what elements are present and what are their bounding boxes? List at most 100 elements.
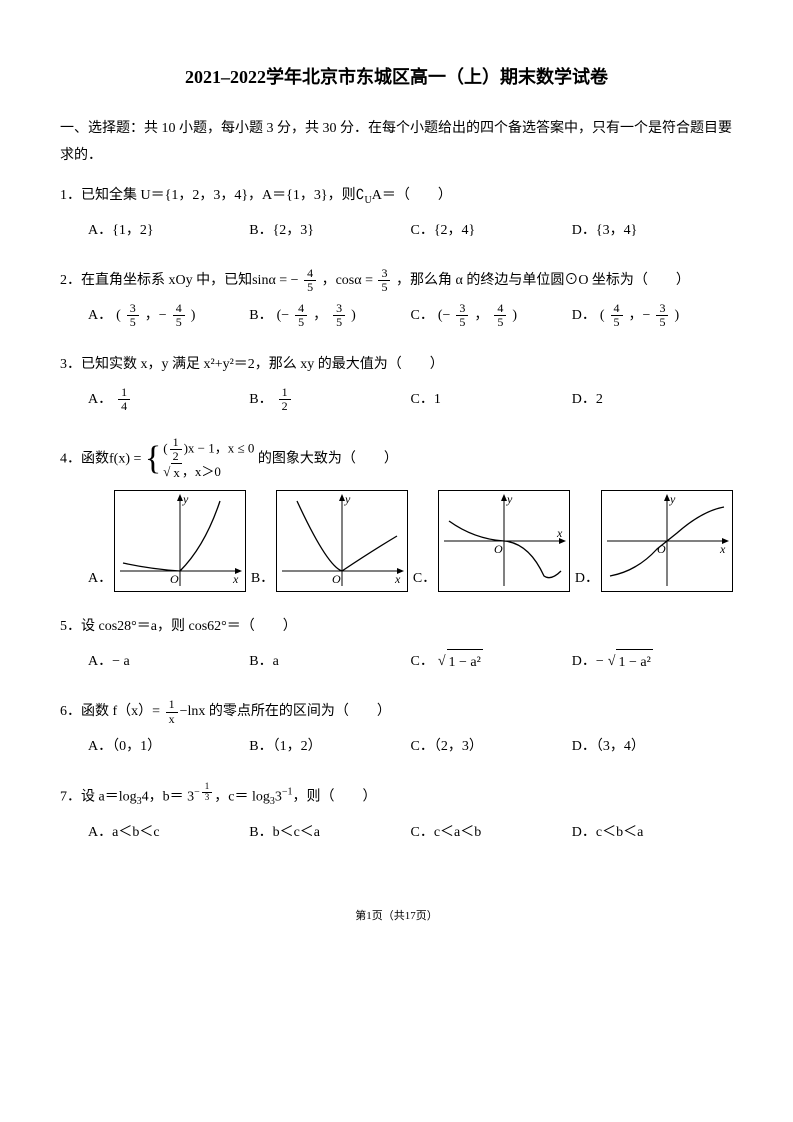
q4-opt-b: B． y x O [251, 490, 408, 592]
chart-b-y: y [344, 492, 351, 506]
q5-opt-a: A．− a [88, 649, 249, 677]
q6d: x [166, 713, 178, 726]
q4-charts: A． y x O B． y x O C． y x O [60, 490, 733, 592]
q7-mid3: 3 [275, 790, 282, 805]
q3-b-label: B． [249, 387, 272, 414]
q7-c-text: C．c＜a＜b [411, 820, 482, 847]
q5-a-text: A．− a [88, 649, 130, 676]
q3bn: 1 [279, 386, 291, 400]
q5-c-pre: C． [411, 649, 434, 676]
q2-a-label: A． [88, 303, 112, 330]
question-3: 3．已知实数 x，y 满足 x²+y²＝2，那么 xy 的最大值为（ ） [60, 352, 733, 379]
chart-a: y x O [114, 490, 246, 592]
chart-c-o: O [494, 542, 503, 556]
q7-opt-d: D．c＜b＜a [572, 820, 733, 847]
chart-a-o: O [170, 572, 179, 586]
q7-exp: −13 [194, 787, 214, 798]
q6-d-text: D．（3，4） [572, 734, 645, 761]
q4c1pre: ( [163, 440, 167, 455]
q3bd: 2 [279, 400, 291, 413]
chart-a-y: y [182, 492, 189, 506]
q7-opt-c: C．c＜a＜b [411, 820, 572, 847]
q1-opt-b: B．{2，3} [249, 218, 410, 245]
q1-a-text: A．{1，2} [88, 218, 154, 245]
section-intro-text: 一、选择题：共 10 小题，每小题 3 分，共 30 分．在每个小题给出的四个备… [60, 121, 732, 163]
q5-opt-d: D．−√1 − a² [572, 649, 733, 677]
q6-frac: 1x [166, 698, 178, 725]
q4-opt-c: C． y x O [413, 490, 570, 592]
q2-b-f1: 45 [295, 302, 307, 329]
q2ad2: 5 [173, 316, 185, 329]
q4-a-label: A． [88, 566, 112, 593]
radical-icon: √1 − a² [608, 649, 653, 677]
q4-b-label: B． [251, 566, 274, 593]
q2-d-label: D． [572, 303, 596, 330]
q3-opt-c: C．1 [411, 386, 572, 413]
q7-options: A．a＜b＜c B．b＜c＜a C．c＜a＜b D．c＜b＜a [60, 820, 733, 847]
q4c1d: 2 [170, 450, 182, 463]
q5-opt-b: B．a [249, 649, 410, 677]
q4-case2: √x，x＞0 [163, 463, 254, 482]
q6-opt-d: D．（3，4） [572, 734, 733, 761]
brace-icon: { [145, 442, 161, 476]
q1-opt-c: C．{2，4} [411, 218, 572, 245]
chart-b-o: O [332, 572, 341, 586]
q2dd2: 5 [656, 316, 668, 329]
q3-opt-b: B． 12 [249, 386, 410, 413]
q7-exp-frac: 13 [202, 782, 213, 803]
q2dn2: 3 [656, 302, 668, 316]
q2-options: A． (35，−45) B． (−45，35) C． (−35，45) D． (… [60, 302, 733, 329]
chart-b: y x O [276, 490, 408, 592]
q2cn2: 4 [494, 302, 506, 316]
q5-b-text: B．a [249, 649, 279, 676]
chart-c: y x O [438, 490, 570, 592]
q3ad: 4 [118, 400, 130, 413]
q2-sin-frac: 45 [304, 267, 316, 294]
q4-c-label: C． [413, 566, 436, 593]
chart-a-x: x [232, 572, 239, 586]
question-5: 5．设 cos28°＝a，则 cos62°＝（ ） [60, 614, 733, 641]
q3-opt-a: A．14 [88, 386, 249, 413]
q1-opt-a: A．{1，2} [88, 218, 249, 245]
q1-stem-pre: 1．已知全集 U＝{1，2，3，4}，A＝{1，3}，则∁ [60, 188, 365, 203]
q4-c1-frac: 12 [170, 436, 182, 463]
q4-case1: (12)x − 1，x ≤ 0 [163, 436, 254, 463]
q2-cd: 5 [378, 281, 390, 294]
q3-a-label: A． [88, 387, 112, 414]
q2-opt-d: D． (45，−35) [572, 302, 733, 329]
q2-d-f1: 45 [611, 302, 623, 329]
q3-d-text: D．2 [572, 387, 603, 414]
q4-piecewise: { (12)x − 1，x ≤ 0 √x，x＞0 [145, 436, 254, 483]
q2cn1: 3 [456, 302, 468, 316]
q2dn1: 4 [611, 302, 623, 316]
q2-pre: 2．在直角坐标系 xOy 中，已知sinα = − [60, 273, 299, 288]
q2-opt-a: A． (35，−45) [88, 302, 249, 329]
q4c2post: ，x＞0 [182, 464, 221, 479]
q4c2rad: x [171, 463, 182, 482]
q3-options: A．14 B．12 C．1 D．2 [60, 386, 733, 413]
chart-d: y x O [601, 490, 733, 592]
q2-c-label: C． [411, 303, 434, 330]
q4c1post: )x − 1，x ≤ 0 [184, 440, 255, 455]
q2-opt-b: B． (−45，35) [249, 302, 410, 329]
q5-options: A．− a B．a C． √1 − a² D．−√1 − a² [60, 649, 733, 677]
q3-c-text: C．1 [411, 387, 441, 414]
q2-d-f2: 35 [656, 302, 668, 329]
q2-mid1: ，cosα = [322, 273, 377, 288]
q2-c-f1: 35 [456, 302, 468, 329]
q6-c-text: C．（2，3） [411, 734, 483, 761]
q1-opt-d: D．{3，4} [572, 218, 733, 245]
q2-opt-c: C． (−35，45) [411, 302, 572, 329]
q2-cos-frac: 35 [378, 267, 390, 294]
q7-a-text: A．a＜b＜c [88, 820, 160, 847]
q2-cn: 3 [378, 267, 390, 281]
q2an2: 4 [173, 302, 185, 316]
q4-opt-d: D． y x O [575, 490, 733, 592]
q1-stem-post: A＝（ ） [372, 188, 452, 203]
q3-opt-d: D．2 [572, 386, 733, 413]
q6-b-text: B．（1，2） [249, 734, 321, 761]
question-4: 4．函数f(x) = { (12)x − 1，x ≤ 0 √x，x＞0 的图象大… [60, 436, 733, 483]
q3-b-frac: 12 [279, 386, 291, 413]
q2-sd: 5 [304, 281, 316, 294]
q2-c-f2: 45 [494, 302, 506, 329]
